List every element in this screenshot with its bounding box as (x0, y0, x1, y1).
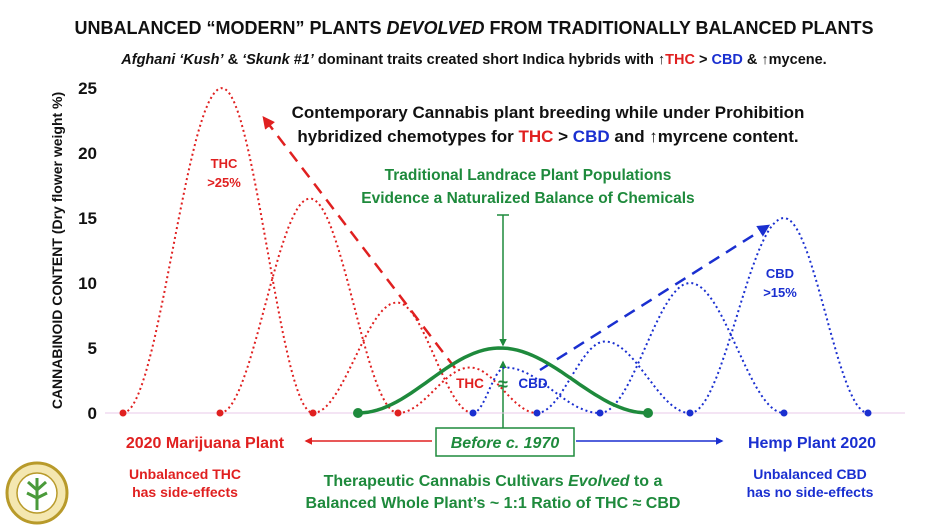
note: has side-effects (132, 484, 238, 500)
before-box (435, 427, 575, 457)
y-tick-label: 25 (78, 79, 97, 98)
baseline-dot (216, 409, 224, 417)
baseline-dot (394, 409, 402, 417)
text-run: to a (629, 473, 662, 490)
text-run: and ↑myrcene content. (610, 127, 799, 146)
baseline-dot (864, 409, 872, 417)
baseline-dot (469, 409, 477, 417)
era-label: 2020 Marijuana Plant (126, 435, 285, 452)
baseline-dot (119, 409, 127, 417)
peak-label: >25% (207, 175, 241, 190)
trend-arrow (539, 224, 771, 372)
series-label: CBD (518, 376, 547, 391)
peak-label: CBD (766, 266, 794, 281)
rich-text: UNBALANCED “MODERN” PLANTS DEVOLVED FROM… (74, 18, 873, 38)
bell-curve (357, 346, 649, 415)
text-run: Balanced Whole Plant’s ~ 1:1 Ratio of TH… (306, 495, 681, 512)
bell-curve (689, 217, 869, 414)
y-tick-label: 5 (88, 339, 97, 358)
text-run: Afghani ‘Kush’ (120, 52, 224, 68)
bell-curve (536, 340, 691, 414)
rich-text: Therapeutic Cannabis Cultivars Evolved t… (324, 473, 663, 490)
rich-text: Contemporary Cannabis plant breeding whi… (292, 103, 805, 122)
bell-curve (219, 197, 399, 414)
bell-curve (472, 366, 601, 414)
approx-label: ≈ (498, 374, 508, 394)
text-run: THC (518, 127, 553, 146)
bell-curve (599, 281, 785, 414)
text-run: hybridized chemotypes for (297, 127, 518, 146)
baseline-dot (596, 409, 604, 417)
rich-text: Afghani ‘Kush’ & ‘Skunk #1’ dominant tra… (120, 52, 826, 68)
series-label: THC (456, 376, 484, 391)
y-tick-label: 0 (88, 404, 97, 423)
baseline-dot (780, 409, 788, 417)
trend-arrow (262, 116, 456, 369)
baseline-dot (686, 409, 694, 417)
text-run: THC (665, 52, 695, 68)
baseline-dot (309, 409, 317, 417)
text-run: CBD (573, 127, 610, 146)
baseline-dot (643, 408, 653, 418)
text-run: ‘Skunk #1’ (242, 52, 315, 68)
rich-text: Balanced Whole Plant’s ~ 1:1 Ratio of TH… (306, 495, 681, 512)
note: Unbalanced THC (129, 466, 241, 482)
text-run: DEVOLVED (386, 18, 484, 38)
text-run: > (695, 52, 712, 68)
text-run: UNBALANCED “MODERN” PLANTS (74, 18, 386, 38)
y-axis-label: CANNABINOID CONTENT (Dry flower weight %… (49, 92, 65, 409)
annotation: Evidence a Naturalized Balance of Chemic… (361, 190, 694, 207)
text-run: Therapeutic Cannabis Cultivars (324, 473, 569, 490)
text-run: dominant traits created short Indica hyb… (314, 52, 665, 68)
text-run: > (553, 127, 572, 146)
text-run: & ↑mycene. (743, 52, 827, 68)
y-tick-label: 10 (78, 274, 97, 293)
logo (5, 461, 69, 525)
baseline-dot (353, 408, 363, 418)
note: has no side-effects (747, 484, 874, 500)
annotation: Traditional Landrace Plant Populations (385, 167, 672, 184)
era-label: Hemp Plant 2020 (748, 435, 876, 452)
text-run: CBD (711, 52, 742, 68)
text-run: & (224, 52, 243, 68)
peak-label: THC (211, 156, 238, 171)
peak-label: >15% (763, 285, 797, 300)
baseline-dot (533, 409, 541, 417)
text-run: Evolved (568, 473, 631, 490)
note: Unbalanced CBD (753, 466, 867, 482)
rich-text: hybridized chemotypes for THC > CBD and … (297, 127, 798, 146)
y-tick-label: 15 (78, 209, 97, 228)
bell-curve (397, 366, 538, 414)
y-tick-label: 20 (78, 144, 97, 163)
bell-curve (122, 87, 314, 414)
era-label: Before c. 1970 (451, 435, 560, 452)
text-run: Contemporary Cannabis plant breeding whi… (292, 103, 805, 122)
text-run: FROM TRADITIONALLY BALANCED PLANTS (485, 18, 874, 38)
bell-curve (312, 301, 474, 414)
